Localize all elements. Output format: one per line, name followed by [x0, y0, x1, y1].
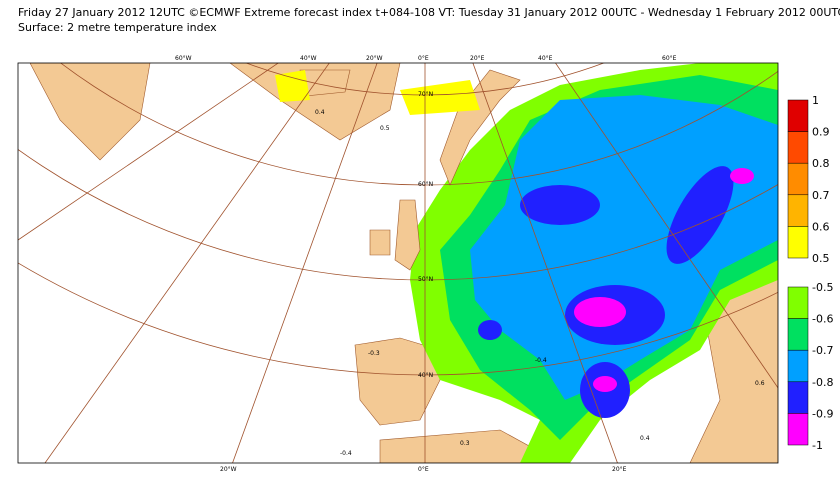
contour-label: 0.3 — [460, 440, 470, 447]
legend-tick-label: -0.9 — [812, 407, 833, 420]
graticule-label: 70°N — [418, 91, 433, 98]
legend-tick-label: 0.7 — [812, 189, 830, 202]
contour-label: -0.4 — [535, 357, 547, 364]
contour-label: 0.5 — [380, 125, 390, 132]
legend-swatch — [787, 131, 809, 164]
legend-tick-label: 0.8 — [812, 157, 830, 170]
legend-tick-label: 1 — [812, 94, 819, 107]
legend-tick-label: 0.5 — [812, 252, 830, 265]
legend-tick-label: 0.6 — [812, 220, 830, 233]
legend: 1 0.9 0.8 0.7 0.6 0.5 -0.5 -0.6 -0.7 -0.8 -0.9 -1 — [787, 94, 833, 452]
graticule-label: 0°E — [418, 466, 429, 473]
title: Friday 27 January 2012 12UTC ©ECMWF Extr… — [18, 6, 840, 19]
contour-label: 0.6 — [755, 380, 765, 387]
contour-label: -0.3 — [368, 350, 380, 357]
map: 0.4 0.5 -0.3 -0.4 -0.4 0.3 0.4 0.6 — [18, 63, 778, 463]
legend-swatch — [787, 99, 809, 132]
legend-tick-label: -0.7 — [812, 344, 833, 357]
graticule-label: 60°N — [418, 181, 433, 188]
legend-swatch — [787, 226, 809, 259]
legend-swatch — [787, 194, 809, 227]
contour-label: -0.4 — [340, 450, 352, 457]
graticule-label: 20°W — [366, 55, 383, 62]
contour-label: 0.4 — [315, 109, 325, 116]
graticule-label: 60°W — [175, 55, 192, 62]
legend-tick-label: -1 — [812, 439, 823, 452]
legend-swatch — [787, 349, 809, 383]
legend-swatch — [787, 162, 809, 196]
graticule-label: 40°N — [418, 372, 433, 379]
graticule-label: 20°E — [612, 466, 627, 473]
contour-label: 0.4 — [640, 435, 650, 442]
legend-swatch — [787, 381, 809, 414]
legend-swatch — [787, 413, 809, 446]
graticule-label: 0°E — [418, 55, 429, 62]
subtitle: Surface: 2 metre temperature index — [18, 21, 217, 34]
graticule-label: 50°N — [418, 276, 433, 283]
graticule-label: 20°W — [220, 466, 237, 473]
legend-swatch — [787, 286, 809, 319]
graticule-label: 20°E — [470, 55, 485, 62]
legend-tick-label: -0.5 — [812, 281, 833, 294]
legend-tick-label: -0.8 — [812, 376, 833, 389]
legend-tick-label: 0.9 — [812, 126, 830, 139]
graticule-label: 40°W — [300, 55, 317, 62]
graticule-label: 60°E — [662, 55, 677, 62]
legend-tick-label: -0.6 — [812, 313, 833, 326]
graticule-label: 40°E — [538, 55, 553, 62]
legend-swatch — [787, 318, 809, 351]
